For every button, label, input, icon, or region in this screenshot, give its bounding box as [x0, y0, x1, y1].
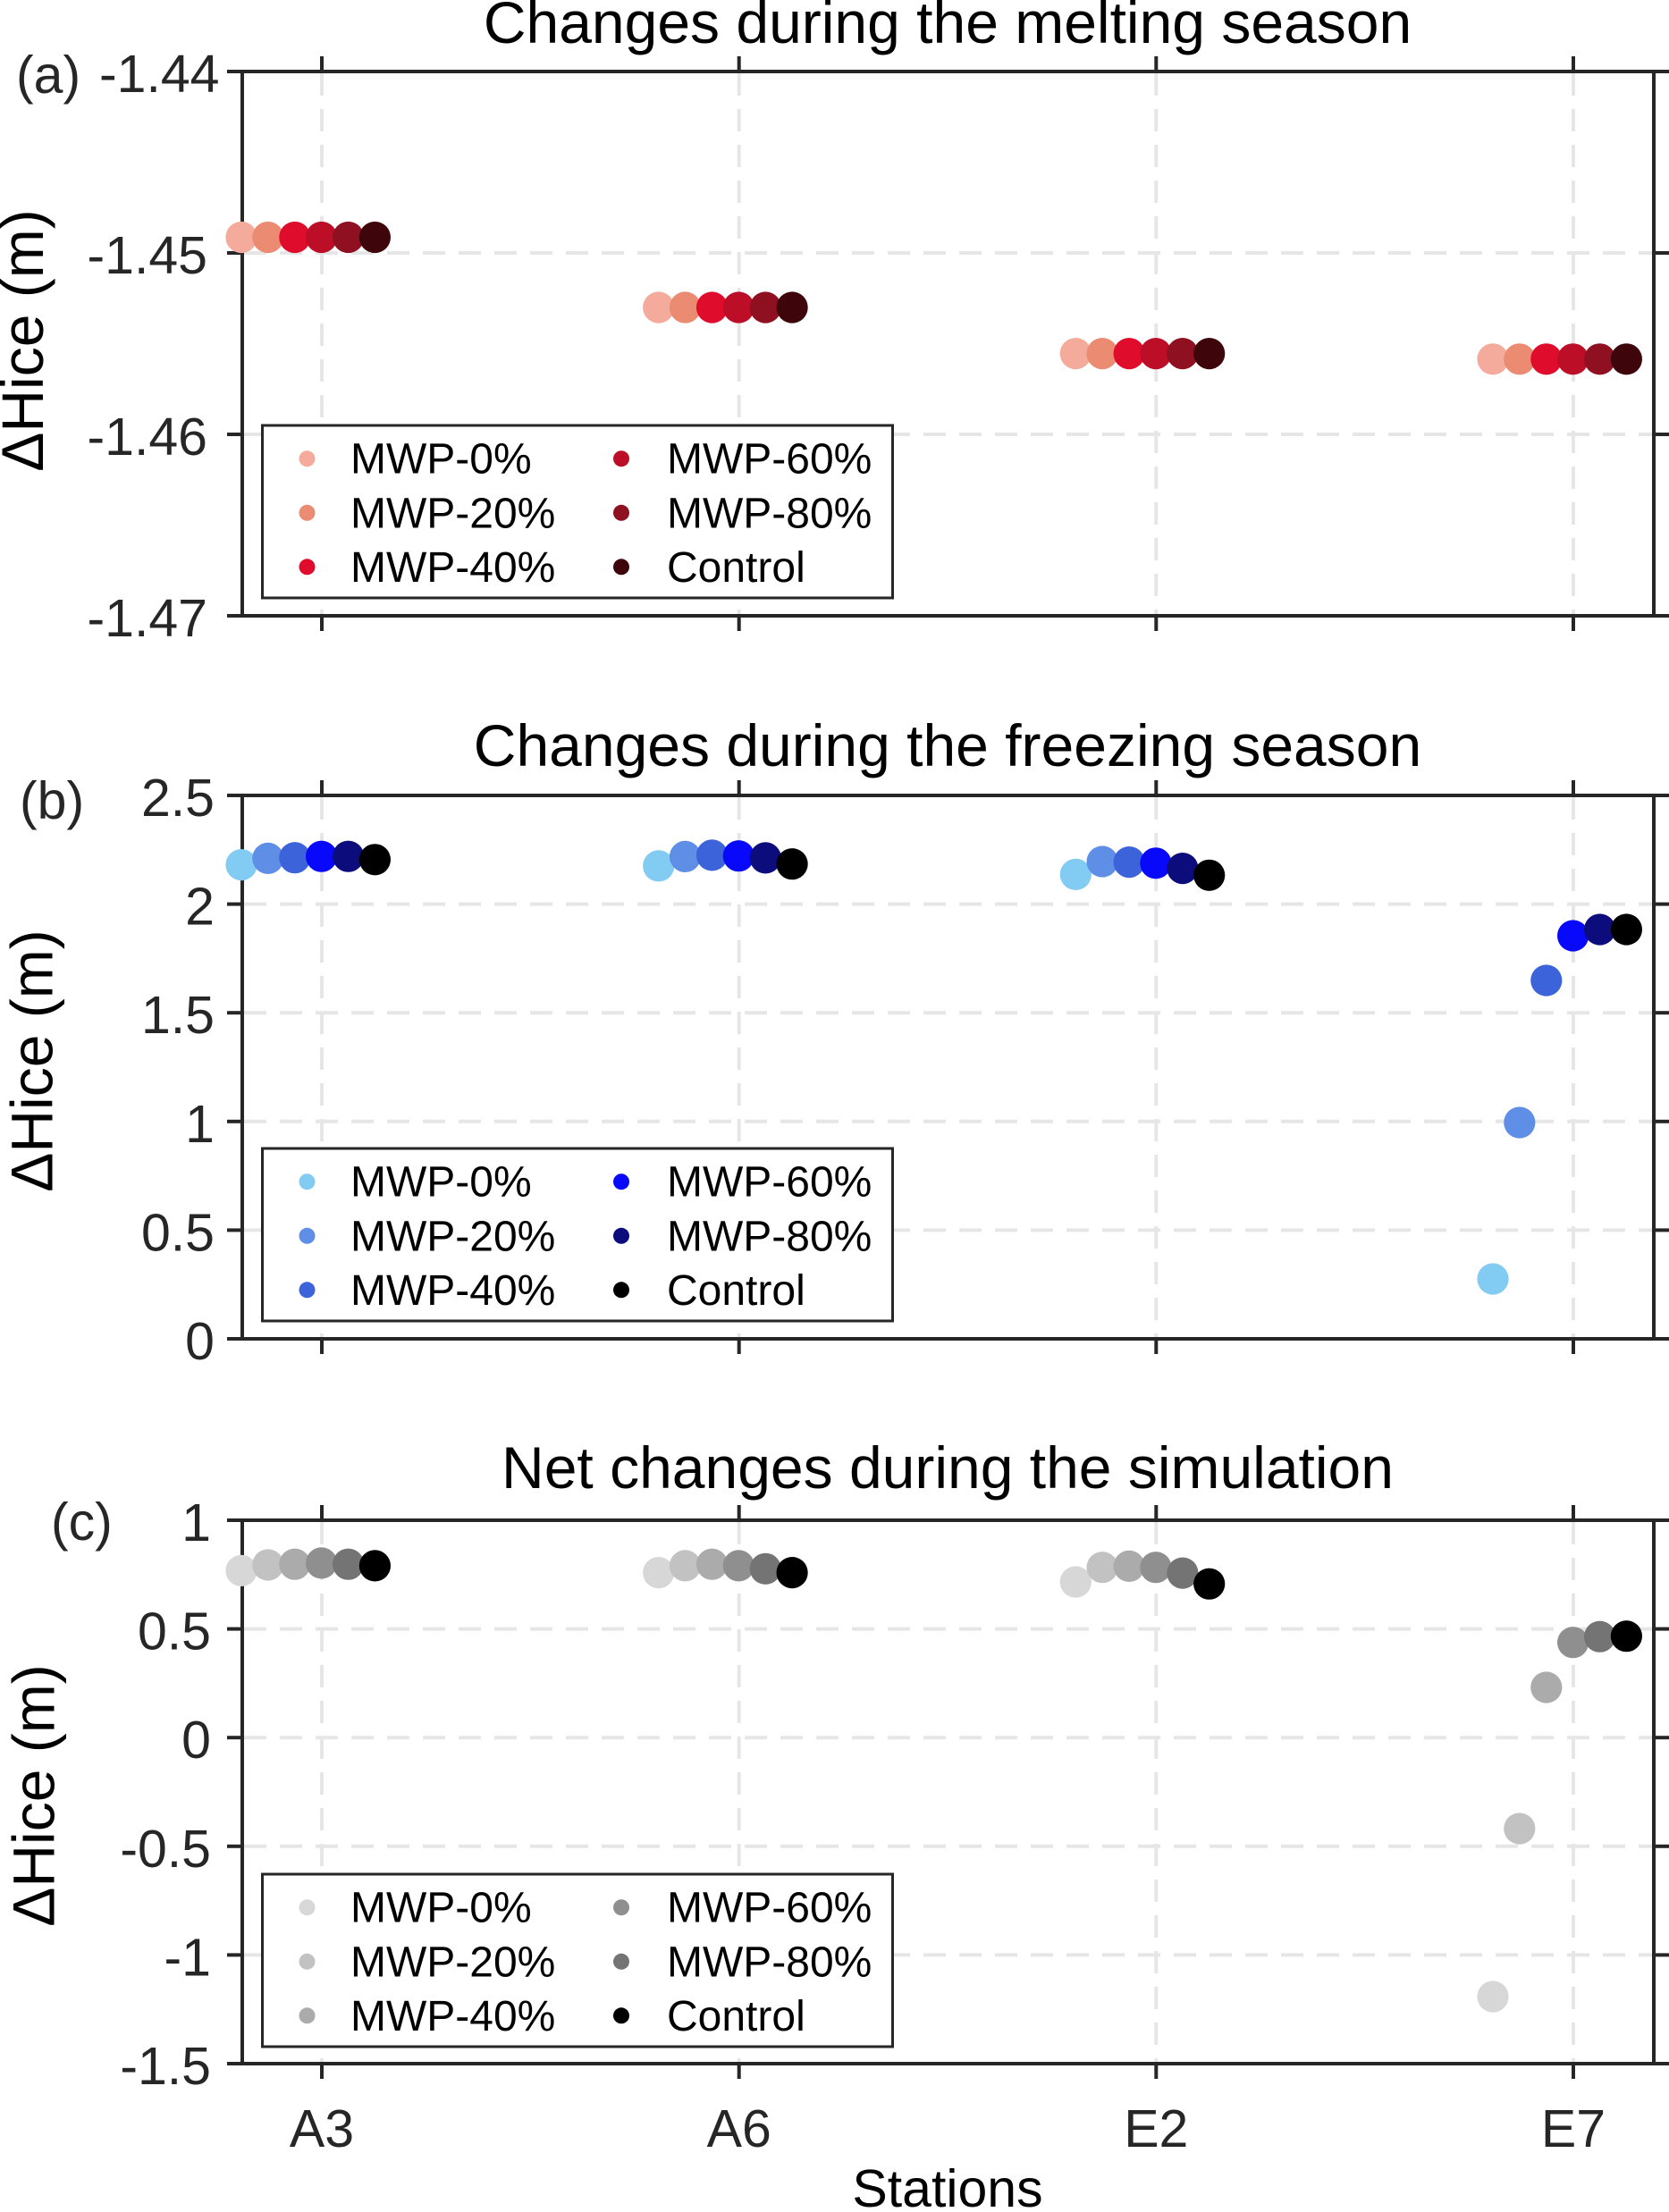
svg-text:E2: E2 — [1124, 2099, 1188, 2158]
svg-text:-0.5: -0.5 — [120, 1820, 211, 1879]
svg-text:2: 2 — [185, 878, 215, 937]
svg-text:-1: -1 — [164, 1928, 211, 1987]
svg-text:A3: A3 — [290, 2099, 354, 2158]
svg-text:ΔHice (m): ΔHice (m) — [1, 1664, 67, 1926]
svg-text:MWP-20%: MWP-20% — [350, 1213, 555, 1260]
svg-text:Control: Control — [667, 1267, 805, 1315]
svg-text:MWP-40%: MWP-40% — [350, 1267, 555, 1315]
svg-text:MWP-80%: MWP-80% — [667, 490, 872, 537]
svg-text:ΔHice (m): ΔHice (m) — [0, 209, 55, 471]
svg-text:1: 1 — [181, 1493, 211, 1552]
svg-text:1.5: 1.5 — [141, 986, 215, 1045]
svg-text:Changes during the freezing se: Changes during the freezing season — [474, 712, 1421, 778]
svg-text:(a): (a) — [16, 46, 80, 105]
svg-text:MWP-60%: MWP-60% — [667, 1885, 872, 1932]
svg-text:MWP-0%: MWP-0% — [350, 436, 532, 484]
svg-text:MWP-0%: MWP-0% — [350, 1885, 532, 1932]
svg-text:MWP-40%: MWP-40% — [350, 544, 555, 592]
svg-text:0: 0 — [181, 1711, 211, 1770]
svg-text:Control: Control — [667, 1993, 805, 2040]
svg-text:MWP-40%: MWP-40% — [350, 1993, 555, 2040]
svg-text:(c): (c) — [51, 1493, 113, 1552]
svg-text:-1.44: -1.44 — [99, 45, 219, 104]
svg-text:1: 1 — [185, 1095, 215, 1154]
svg-text:MWP-20%: MWP-20% — [350, 1939, 555, 1986]
svg-text:MWP-80%: MWP-80% — [667, 1213, 872, 1260]
svg-text:-1.47: -1.47 — [88, 589, 207, 648]
svg-text:E7: E7 — [1541, 2099, 1606, 2158]
svg-text:Net changes during the simulat: Net changes during the simulation — [502, 1434, 1394, 1501]
svg-text:(b): (b) — [20, 771, 84, 830]
svg-text:0.5: 0.5 — [138, 1602, 211, 1661]
svg-text:A6: A6 — [707, 2099, 771, 2158]
svg-text:MWP-60%: MWP-60% — [667, 1159, 872, 1207]
svg-text:-1.45: -1.45 — [88, 226, 207, 285]
svg-text:Changes during the melting sea: Changes during the melting season — [484, 0, 1412, 55]
svg-text:MWP-0%: MWP-0% — [350, 1159, 532, 1207]
svg-text:MWP-60%: MWP-60% — [667, 436, 872, 484]
svg-text:MWP-80%: MWP-80% — [667, 1939, 872, 1986]
svg-text:Control: Control — [667, 544, 805, 592]
svg-text:2.5: 2.5 — [141, 769, 215, 828]
svg-text:MWP-20%: MWP-20% — [350, 490, 555, 537]
svg-text:-1.5: -1.5 — [120, 2037, 211, 2096]
svg-text:Stations: Stations — [852, 2159, 1042, 2212]
svg-text:0: 0 — [185, 1312, 215, 1371]
svg-text:-1.46: -1.46 — [88, 408, 207, 467]
svg-text:ΔHice (m): ΔHice (m) — [0, 929, 65, 1191]
svg-text:0.5: 0.5 — [141, 1203, 215, 1262]
